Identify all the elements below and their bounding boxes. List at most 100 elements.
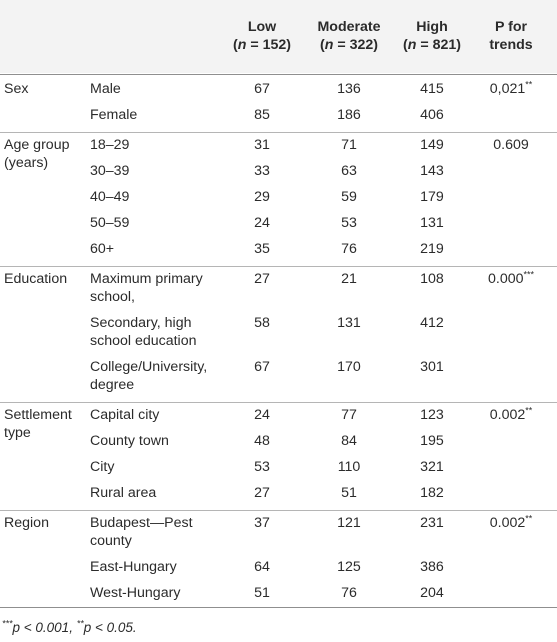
- group-divider: [0, 266, 557, 267]
- column-header-title: Moderate: [317, 19, 381, 35]
- table-cell: 71: [341, 137, 357, 153]
- table-cell: 321: [420, 459, 444, 475]
- sample-size-symbol: n: [407, 37, 417, 53]
- table-cell: 108: [420, 271, 444, 287]
- sample-size-symbol: n: [237, 37, 247, 53]
- row-label-line: City: [90, 459, 115, 475]
- column-header-subtitle: (n = 322): [320, 37, 378, 53]
- row-label: Male: [90, 80, 121, 98]
- p-for-trend-value: 0,021**: [489, 79, 533, 97]
- table-cell: 59: [341, 189, 357, 205]
- row-label-line: East-Hungary: [90, 559, 177, 575]
- row-label-line: West-Hungary: [90, 585, 181, 601]
- row-label-line: county: [90, 533, 132, 549]
- table-cell: 51: [341, 485, 357, 501]
- column-header-title: High: [416, 19, 448, 35]
- group-divider: [0, 402, 557, 403]
- row-label: West-Hungary: [90, 584, 180, 602]
- column-header-low: Low (n = 152): [212, 18, 312, 54]
- row-label-line: 50–59: [90, 215, 130, 231]
- table-cell: 406: [420, 107, 444, 123]
- table-cell: 29: [254, 189, 270, 205]
- row-label: East-Hungary: [90, 558, 177, 576]
- row-label: Secondary, high school education: [90, 314, 196, 350]
- table-footnote: ***p < 0.001, **p < 0.05.: [2, 618, 137, 635]
- table-cell: 412: [420, 315, 444, 331]
- p-for-trend-value: 0.609: [493, 137, 529, 153]
- sample-size-symbol: n: [324, 37, 334, 53]
- group-label: Education: [4, 270, 67, 288]
- row-label-line: school education: [90, 333, 197, 349]
- table-cell: 123: [420, 407, 444, 423]
- table-cell: 179: [420, 189, 444, 205]
- table-cell: 35: [254, 241, 270, 257]
- table-cell: 21: [341, 271, 357, 287]
- table-cell: 24: [254, 407, 270, 423]
- column-header-subtitle: (n = 821): [403, 37, 461, 53]
- row-label: 50–59: [90, 214, 129, 232]
- table-cell: 186: [337, 107, 361, 123]
- table-cell: 182: [420, 485, 444, 501]
- table-cell: 67: [254, 81, 270, 97]
- table-cell: 51: [254, 585, 270, 601]
- group-label-line: type: [4, 425, 31, 441]
- row-label-line: school,: [90, 289, 135, 305]
- column-header-p: P for trends: [461, 18, 557, 54]
- group-label-line: Education: [4, 271, 68, 287]
- table-cell: 76: [341, 241, 357, 257]
- group-divider: [0, 510, 557, 511]
- table-cell: 143: [420, 163, 444, 179]
- p-for-trend-value: 0.002**: [489, 513, 533, 531]
- row-label: 60+: [90, 240, 114, 258]
- table-cell: 131: [337, 315, 361, 331]
- group-label-line: Age group: [4, 137, 70, 153]
- column-header-title: Low: [247, 19, 277, 35]
- table-cell: 301: [420, 359, 444, 375]
- table-cell: 53: [341, 215, 357, 231]
- group-label: Settlement type: [4, 406, 72, 442]
- column-header-high: High (n = 821): [382, 18, 482, 54]
- row-label-line: Secondary, high: [90, 315, 192, 331]
- table-cell: 53: [254, 459, 270, 475]
- row-label-line: Male: [90, 81, 121, 97]
- table-cell: 125: [337, 559, 361, 575]
- row-label: Capital city: [90, 406, 159, 424]
- table-cell: 149: [420, 137, 444, 153]
- p-for-trend-value: 0.000***: [487, 269, 535, 287]
- table-cell: 84: [341, 433, 357, 449]
- header-divider: [0, 74, 557, 75]
- table-cell: 386: [420, 559, 444, 575]
- group-label-line: (years): [4, 155, 49, 171]
- table-cell: 24: [254, 215, 270, 231]
- row-label: Maximum primary school,: [90, 270, 203, 306]
- table-cell: 77: [341, 407, 357, 423]
- row-label: Female: [90, 106, 137, 124]
- column-header-subtitle: trends: [489, 37, 533, 53]
- row-label-line: County town: [90, 433, 169, 449]
- table-header-band: [0, 0, 557, 73]
- table-cell: 121: [337, 515, 361, 531]
- table-cell: 63: [341, 163, 357, 179]
- row-label-line: 40–49: [90, 189, 130, 205]
- table-cell: 219: [420, 241, 444, 257]
- row-label: City: [90, 458, 114, 476]
- table-cell: 415: [420, 81, 444, 97]
- row-label-line: Budapest—Pest: [90, 515, 193, 531]
- table-cell: 67: [254, 359, 270, 375]
- table-cell: 110: [337, 459, 361, 475]
- table-cell: 136: [337, 81, 361, 97]
- column-header-title: P for: [494, 19, 528, 35]
- table-cell: 27: [254, 271, 270, 287]
- group-label: Region: [4, 514, 49, 532]
- table-cell: 48: [254, 433, 270, 449]
- table-cell: 85: [254, 107, 270, 123]
- table-cell: 204: [420, 585, 444, 601]
- table-cell: 76: [341, 585, 357, 601]
- group-label-line: Sex: [4, 81, 29, 97]
- significance-marker: **: [525, 79, 533, 90]
- row-label: County town: [90, 432, 169, 450]
- row-label: 40–49: [90, 188, 129, 206]
- table-cell: 131: [420, 215, 444, 231]
- row-label: 30–39: [90, 162, 129, 180]
